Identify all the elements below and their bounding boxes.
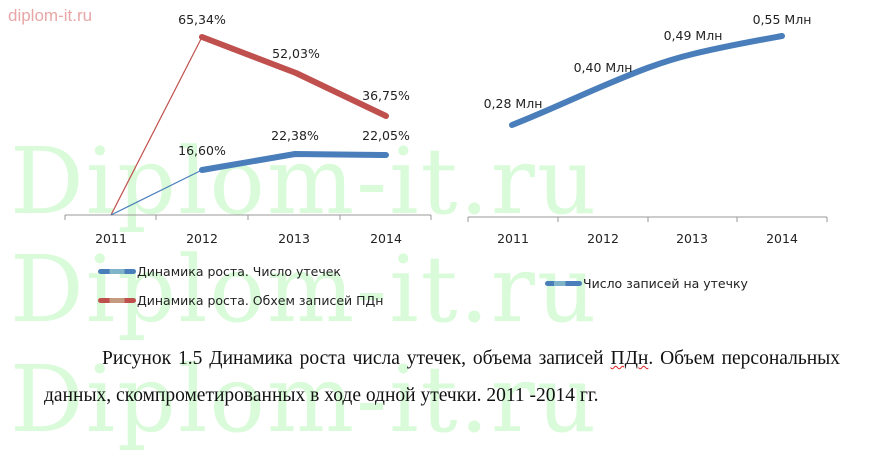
label-red-2014: 36,75% [362, 88, 410, 103]
left-chart: 2011 2012 2013 2014 65,34% 52,03% 36,75%… [64, 12, 432, 246]
x-tick-2012: 2012 [186, 231, 218, 246]
x-tick-2013: 2013 [676, 231, 708, 246]
label-blue-2013: 22,38% [271, 128, 319, 143]
blue-series-line [199, 151, 389, 173]
caption-text-2: . Объем персональных данных, скомпромети… [44, 348, 841, 406]
legend-label: Динамика роста. Число утечек [137, 264, 341, 279]
label-red-2012: 65,34% [178, 12, 226, 27]
legend-label: Динамика роста. Обхем записей ПДн [137, 293, 384, 308]
watermark-text-2: Diplom-it.ru [10, 236, 599, 343]
label-records-2014: 0,55 Млн [753, 12, 812, 27]
legend-label: Число записей на утечку [583, 276, 748, 291]
label-records-2011: 0,28 Млн [484, 96, 543, 111]
label-red-2013: 52,03% [272, 46, 320, 61]
blue-series-thin-segment [110, 169, 203, 216]
site-watermark-label: diplom-it.ru [8, 6, 93, 25]
legend-item-leaks: Динамика роста. Число утечек [98, 264, 341, 279]
label-records-2013: 0,49 Млн [664, 28, 723, 43]
caption-text-1: Рисунок 1.5 Динамика роста числа утечек,… [102, 348, 611, 369]
red-series-thin-segment [110, 36, 203, 216]
legend-swatch-blue [545, 281, 582, 286]
x-tick-2012: 2012 [587, 231, 619, 246]
label-blue-2012: 16,60% [178, 143, 226, 158]
records-series-line [509, 33, 785, 128]
legend-swatch-blue [98, 269, 136, 274]
red-series-line [199, 34, 389, 119]
right-chart: 2011 2012 2013 2014 0,28 Млн 0,40 Млн 0,… [467, 12, 828, 246]
x-tick-2014: 2014 [370, 231, 402, 246]
x-tick-2011: 2011 [95, 231, 127, 246]
legend-item-records-volume: Динамика роста. Обхем записей ПДн [98, 293, 383, 308]
x-tick-2013: 2013 [278, 231, 310, 246]
legend-swatch-red [98, 298, 136, 303]
legend-item-records-per-leak: Число записей на утечку [545, 276, 748, 291]
x-tick-2014: 2014 [766, 231, 798, 246]
label-records-2012: 0,40 Млн [574, 60, 633, 75]
watermark-text-3: Diplom-it.ru [10, 346, 599, 453]
caption-spellcheck-word: ПДн [610, 348, 649, 369]
label-blue-2014: 22,05% [362, 128, 410, 143]
figure-caption: Рисунок 1.5 Динамика роста числа утечек,… [44, 340, 840, 414]
x-tick-2011: 2011 [497, 231, 529, 246]
